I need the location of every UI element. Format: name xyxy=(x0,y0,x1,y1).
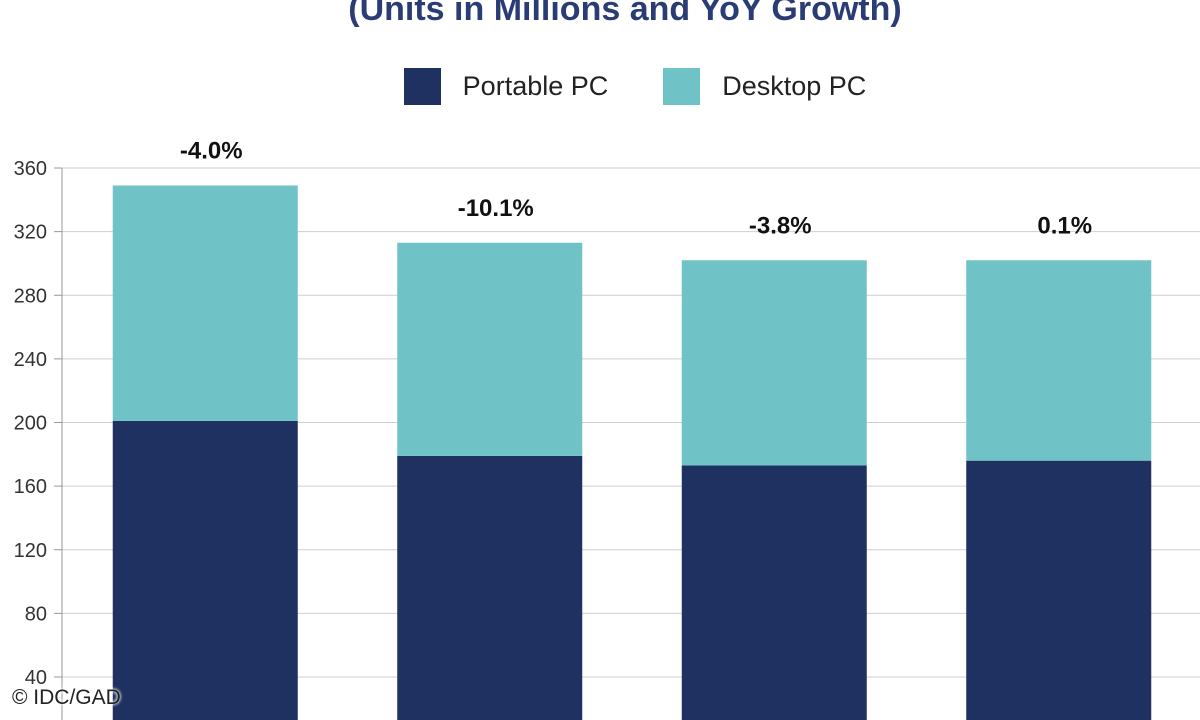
y-tick-label: 320 xyxy=(14,222,47,244)
legend-label-desktop-pc: Desktop PC xyxy=(722,71,867,101)
y-tick-label: 40 xyxy=(25,667,47,689)
y-tick-label: 360 xyxy=(14,158,47,180)
bar-desktop-pc xyxy=(397,242,583,456)
y-tick-label: 80 xyxy=(25,603,47,625)
bar-portable-pc xyxy=(397,455,583,720)
growth-label: -3.8% xyxy=(749,212,812,239)
legend-swatch-desktop-pc xyxy=(663,68,701,105)
source-credit: © IDC/GAD xyxy=(12,686,121,709)
legend-label-portable-pc: Portable PC xyxy=(462,71,609,101)
y-tick-label: 280 xyxy=(14,285,47,307)
bar-portable-pc xyxy=(112,420,298,720)
chart-title: (Units in Millions and YoY Growth) xyxy=(348,0,902,28)
legend-item-desktop-pc: Desktop PC xyxy=(663,68,866,105)
legend-swatch-portable-pc xyxy=(403,68,441,105)
growth-label: -4.0% xyxy=(180,137,243,164)
bar-portable-pc xyxy=(966,460,1152,720)
y-tick-label: 120 xyxy=(14,540,47,562)
growth-label: -10.1% xyxy=(458,195,534,222)
y-tick-label: 160 xyxy=(14,476,47,498)
chart-legend: Portable PC Desktop PC xyxy=(0,68,1200,105)
bar-desktop-pc xyxy=(681,260,867,466)
growth-label: 0.1% xyxy=(1037,212,1092,239)
legend-item-portable-pc: Portable PC xyxy=(403,68,609,105)
bar-portable-pc xyxy=(681,465,867,720)
bar-desktop-pc xyxy=(966,260,1152,461)
y-tick-label: 240 xyxy=(14,349,47,371)
bar-desktop-pc xyxy=(112,185,298,421)
y-tick-label: 200 xyxy=(14,413,47,435)
